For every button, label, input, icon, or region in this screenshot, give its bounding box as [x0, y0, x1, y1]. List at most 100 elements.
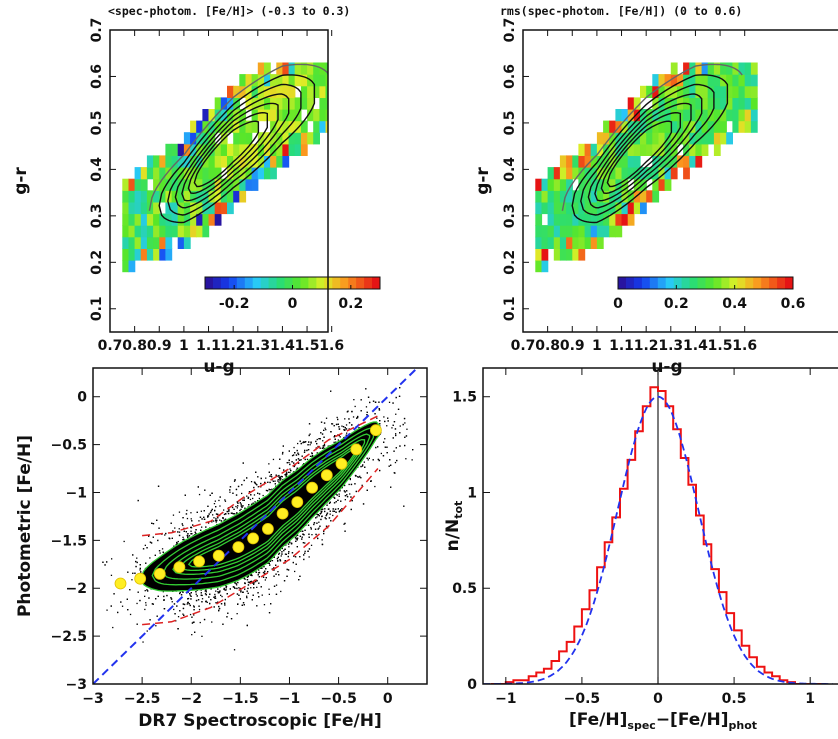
scatter-point [341, 508, 343, 510]
heatmap-cell [319, 74, 327, 87]
scatter-point [139, 569, 141, 571]
heatmap-cell [670, 97, 678, 110]
scatter-point [344, 418, 346, 420]
heatmap-cell [165, 213, 173, 226]
colorbar-swatch [236, 277, 246, 289]
heatmap-cell [689, 120, 697, 133]
heatmap-cell [566, 236, 573, 249]
heatmap-cell [658, 97, 666, 110]
scatter-point [144, 608, 146, 611]
heatmap-cell [609, 167, 616, 180]
heatmap-cell [140, 248, 148, 261]
heatmap-cell [146, 213, 154, 226]
heatmap-cell [750, 62, 758, 75]
scatter-point [145, 562, 147, 564]
scatter-point [335, 423, 338, 426]
heatmap-cell [140, 236, 148, 249]
scatter-point [106, 609, 108, 611]
heatmap-cell [257, 97, 265, 110]
heatmap-cell [257, 74, 265, 87]
heatmap-cell [264, 74, 271, 87]
colorbar-swatch [332, 277, 341, 289]
heatmap-cell [621, 167, 629, 180]
heatmap-cell [559, 178, 567, 191]
heatmap-cell [720, 120, 727, 133]
scatter-point [277, 560, 279, 562]
scatter-point [277, 480, 279, 482]
scatter-point [296, 546, 298, 548]
scatter-point [213, 517, 215, 519]
heatmap-cell [547, 167, 555, 180]
heatmap-cell [559, 213, 567, 226]
heatmap-cell [566, 225, 573, 238]
scatter-point [262, 494, 264, 497]
scatter-point [361, 484, 363, 487]
heatmap-cell [701, 74, 709, 87]
colorbar-swatch [268, 277, 278, 289]
colorbar-swatch [761, 277, 770, 289]
y-tick-label: 0.3 [89, 203, 105, 228]
heatmap-cell [239, 155, 247, 168]
heatmap-cell [153, 213, 160, 226]
colorbar-swatch [769, 277, 778, 289]
heatmap-cell [664, 109, 672, 122]
heatmap-cell [307, 109, 314, 122]
heatmap-cell [627, 132, 635, 145]
heatmap-cell [535, 190, 543, 203]
heatmap-cell [701, 143, 709, 156]
heatmap-cell [596, 190, 604, 203]
heatmap-cell [664, 74, 672, 87]
heatmap-cell [572, 236, 580, 249]
scatter-point [359, 475, 361, 477]
scatter-point [193, 605, 195, 607]
heatmap-cell [202, 225, 210, 238]
scatter-point [214, 500, 216, 502]
tr-x-axis-title: u-g [651, 357, 682, 377]
scatter-point [268, 588, 270, 590]
heatmap-cell [177, 143, 185, 156]
heatmap-cell [338, 121, 345, 133]
scatter-point [211, 521, 213, 523]
heatmap-cell [313, 109, 320, 122]
colorbar-swatch [681, 277, 691, 289]
scatter-point [268, 612, 271, 614]
heatmap-cell [720, 132, 727, 145]
heatmap-cell [202, 190, 210, 203]
scatter-point [127, 609, 129, 611]
y-tick-label: 0.2 [502, 250, 518, 275]
scatter-point [343, 429, 345, 431]
colorbar-tick-label: -0.2 [219, 296, 250, 312]
scatter-point [172, 530, 174, 532]
heatmap-cell [196, 225, 203, 238]
scatter-point [379, 423, 381, 425]
heatmap-cell [140, 190, 148, 203]
scatter-point [193, 614, 195, 616]
heatmap-cell [683, 85, 690, 98]
heatmap-cell [282, 97, 290, 110]
heatmap-cell [683, 74, 690, 87]
heatmap-cell [566, 178, 573, 191]
y-tick-label: 0.4 [89, 157, 105, 182]
heatmap-cell [264, 167, 271, 180]
heatmap-cell [584, 155, 592, 168]
scatter-point [299, 535, 301, 537]
heatmap-cell [609, 120, 616, 133]
colorbar-swatch [356, 277, 365, 289]
scatter-point [374, 485, 376, 488]
scatter-point [213, 503, 216, 505]
scatter-point [388, 401, 391, 403]
scatter-point [233, 480, 236, 482]
heatmap-cell [122, 178, 130, 191]
heatmap-cell [165, 178, 173, 191]
heatmap-cell [541, 178, 549, 191]
scatter-point [318, 521, 320, 523]
scatter-point [200, 510, 202, 512]
scatter-point [297, 462, 300, 464]
contour-level [181, 102, 279, 202]
scatter-point [277, 475, 279, 477]
heatmap-cell [190, 132, 197, 145]
heatmap-cell [658, 143, 666, 156]
heatmap-cell [713, 132, 721, 145]
heatmap-cell [578, 225, 586, 238]
heatmap-cell [590, 236, 598, 249]
